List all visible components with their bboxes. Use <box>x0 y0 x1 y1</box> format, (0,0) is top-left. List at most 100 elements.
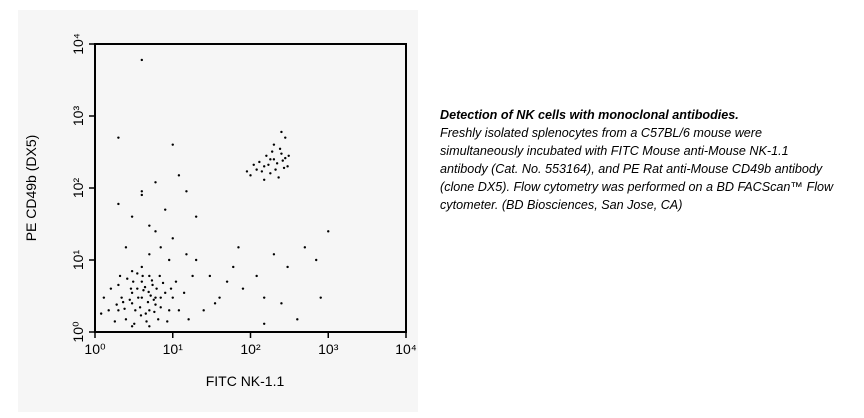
point <box>126 277 129 280</box>
point <box>171 143 174 146</box>
point <box>282 166 286 170</box>
point <box>213 302 217 305</box>
point <box>262 178 266 181</box>
point <box>145 320 148 323</box>
point <box>147 290 150 294</box>
point <box>153 310 156 314</box>
point <box>140 280 144 283</box>
point <box>148 325 151 328</box>
point <box>117 283 120 287</box>
point <box>134 309 137 312</box>
point <box>281 159 284 162</box>
point <box>142 289 145 292</box>
point <box>132 280 135 283</box>
point <box>164 208 167 211</box>
caption-text: Freshly isolated splenocytes from a C57B… <box>440 126 834 212</box>
point <box>296 318 299 321</box>
point <box>287 154 290 158</box>
point <box>152 298 155 302</box>
point <box>315 258 318 262</box>
point <box>117 136 120 139</box>
panel <box>18 10 418 412</box>
point <box>137 296 140 299</box>
point <box>185 190 188 193</box>
point <box>113 320 117 323</box>
point <box>252 163 255 167</box>
point <box>161 281 165 285</box>
point <box>267 163 270 167</box>
y-tick-label: 10⁴ <box>70 33 86 55</box>
point <box>202 309 205 312</box>
point <box>124 246 128 249</box>
point <box>280 152 283 155</box>
point <box>218 296 221 299</box>
point <box>140 265 144 269</box>
point <box>171 237 174 240</box>
point <box>169 287 173 290</box>
point <box>286 265 289 269</box>
point <box>182 291 186 295</box>
caption: Detection of NK cells with monoclonal an… <box>440 106 835 214</box>
point <box>109 287 113 290</box>
x-tick-label: 10⁴ <box>395 341 417 357</box>
point <box>139 314 143 317</box>
point <box>262 296 266 299</box>
point <box>167 309 171 312</box>
point <box>118 274 122 278</box>
point <box>149 294 152 297</box>
point <box>159 246 162 249</box>
point <box>262 165 266 168</box>
point <box>278 147 282 151</box>
caption-title: Detection of NK cells with monoclonal an… <box>440 108 739 122</box>
point <box>120 296 123 299</box>
point <box>280 302 283 305</box>
point <box>154 296 157 299</box>
point <box>269 172 272 175</box>
point <box>136 287 139 290</box>
point <box>274 168 277 171</box>
point <box>166 320 169 323</box>
point <box>232 265 235 269</box>
point <box>177 309 181 312</box>
point <box>194 258 198 262</box>
point <box>102 296 106 299</box>
point <box>130 215 134 218</box>
point <box>155 287 158 290</box>
point <box>284 136 287 139</box>
point <box>107 309 110 312</box>
point <box>275 162 279 165</box>
point <box>277 176 280 179</box>
point <box>171 296 174 299</box>
point <box>148 274 151 278</box>
point <box>133 322 136 325</box>
point <box>185 253 188 256</box>
point <box>130 269 134 273</box>
point <box>140 190 144 193</box>
point <box>151 283 154 287</box>
point <box>327 230 330 233</box>
point <box>130 325 134 328</box>
point <box>136 272 139 275</box>
x-axis-label: FITC NK-1.1 <box>206 373 285 389</box>
point <box>121 300 125 304</box>
point <box>237 246 240 249</box>
point <box>117 309 120 312</box>
point <box>255 168 258 171</box>
point <box>148 224 151 227</box>
point <box>148 253 151 256</box>
point <box>303 246 307 249</box>
point <box>245 170 249 173</box>
point <box>140 193 144 197</box>
point <box>191 274 194 278</box>
point <box>159 306 162 309</box>
point <box>140 58 144 62</box>
point <box>117 202 120 206</box>
point <box>280 130 283 134</box>
x-tick-label: 10³ <box>318 341 339 357</box>
y-tick-label: 10² <box>70 178 86 199</box>
point <box>174 280 178 283</box>
point <box>146 300 150 304</box>
point <box>154 181 157 184</box>
point <box>138 306 142 309</box>
